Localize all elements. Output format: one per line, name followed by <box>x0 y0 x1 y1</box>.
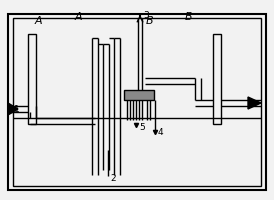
Text: A: A <box>75 12 83 22</box>
Polygon shape <box>248 97 261 109</box>
Bar <box>28 34 36 124</box>
Text: 1: 1 <box>14 104 20 114</box>
Text: B: B <box>185 12 193 22</box>
Bar <box>213 34 221 124</box>
Text: A: A <box>35 16 43 26</box>
Text: B: B <box>146 16 154 26</box>
Text: 5: 5 <box>139 123 145 132</box>
Polygon shape <box>8 103 18 115</box>
Text: 3: 3 <box>143 11 149 21</box>
Bar <box>8 14 266 190</box>
Text: 4: 4 <box>158 128 164 137</box>
Bar <box>13 18 261 186</box>
Text: 2: 2 <box>110 174 116 183</box>
Bar <box>124 90 154 100</box>
